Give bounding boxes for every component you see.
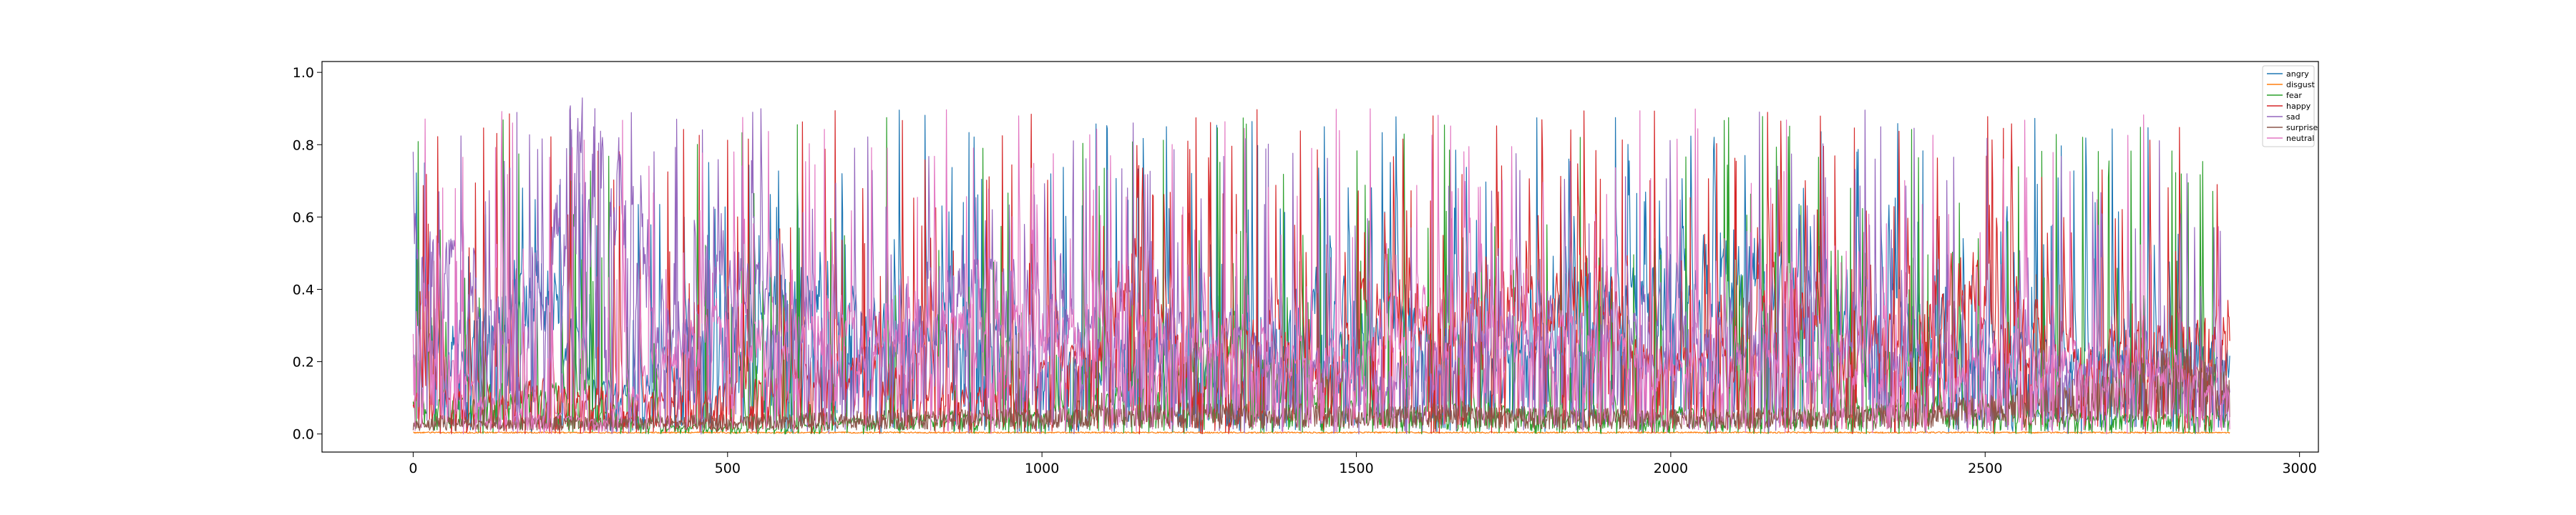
x-tick-label: 2000: [1654, 461, 1688, 476]
x-axis: 0 500 1000 1500 2000 2500 3000: [409, 452, 2317, 476]
y-tick-label: 0.2: [293, 355, 314, 371]
series-line-neutral: [412, 108, 2230, 435]
x-tick-label: 0: [409, 461, 417, 476]
x-tick-label: 1000: [1025, 461, 1059, 476]
y-tick-label: 0.8: [293, 137, 314, 153]
x-tick-label: 500: [715, 461, 741, 476]
plot-frame: [321, 61, 2319, 453]
y-tick-label: 0.6: [293, 210, 314, 225]
legend-label-neutral: neutral: [2286, 134, 2314, 143]
legend-label-happy: happy: [2286, 102, 2311, 111]
legend-label-angry: angry: [2286, 69, 2309, 79]
x-tick-label: 2500: [1968, 461, 2002, 476]
y-tick-label: 1.0: [293, 65, 314, 81]
legend-label-surprise: surprise: [2286, 123, 2318, 132]
x-tick-label: 3000: [2282, 461, 2316, 476]
series-layer: [412, 97, 2230, 435]
legend-box: [2262, 65, 2315, 147]
legend-label-disgust: disgust: [2286, 80, 2315, 89]
y-axis: 0.0 0.2 0.4 0.6 0.8 1.0: [293, 65, 322, 443]
x-tick-label: 1500: [1339, 461, 1373, 476]
legend-label-fear: fear: [2286, 91, 2302, 100]
series-line-disgust: [413, 431, 2230, 434]
y-tick-label: 0.4: [293, 283, 314, 298]
y-tick-label: 0.0: [293, 427, 314, 443]
legend-label-sad: sad: [2286, 112, 2300, 122]
